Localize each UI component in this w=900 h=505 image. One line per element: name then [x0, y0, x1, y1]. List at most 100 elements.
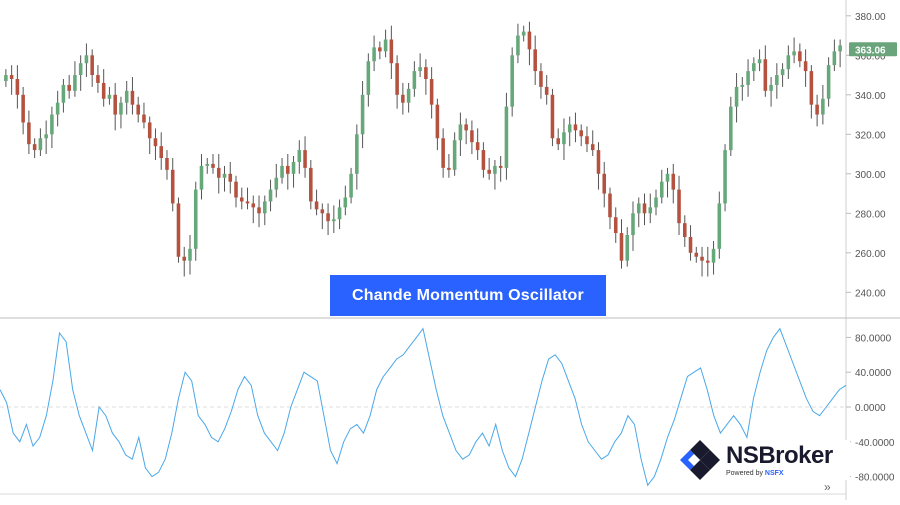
candle	[343, 185, 348, 216]
candle	[113, 82, 117, 131]
candle	[504, 92, 509, 180]
candle	[688, 225, 693, 261]
candle	[61, 79, 66, 113]
candle	[67, 75, 71, 99]
candle	[677, 175, 681, 236]
oscillator-tick-label: 0.0000	[855, 403, 886, 414]
candle	[838, 39, 842, 68]
candle	[309, 159, 313, 210]
candle	[527, 21, 532, 66]
candle	[723, 144, 727, 212]
candle	[107, 86, 112, 105]
brand-tagline-prefix: Powered by	[726, 469, 765, 477]
candle	[188, 235, 192, 275]
candle	[429, 67, 434, 119]
price-tick-label: 280.00	[855, 209, 886, 220]
candle	[332, 205, 336, 234]
candle	[613, 207, 618, 243]
candle	[539, 63, 543, 99]
diamond-logo-icon	[680, 440, 720, 480]
banner-title: Chande Momentum Oscillator	[352, 286, 584, 304]
candle	[320, 203, 325, 230]
price-tick-label: 240.00	[855, 288, 886, 299]
candle	[498, 156, 503, 182]
candle	[516, 23, 520, 64]
candle	[50, 106, 54, 149]
candle	[665, 167, 670, 198]
candle	[447, 154, 451, 178]
candle	[464, 118, 468, 145]
price-tick-label: 360.00	[855, 51, 886, 62]
candle	[274, 163, 279, 198]
candle	[366, 53, 371, 107]
candle	[573, 112, 578, 143]
candle	[101, 69, 106, 107]
candle	[642, 193, 647, 226]
candle	[590, 130, 595, 157]
candle	[418, 53, 422, 78]
oscillator-tick-label: 80.0000	[855, 333, 892, 344]
candle	[700, 246, 704, 277]
expand-icon[interactable]: »	[824, 480, 831, 494]
candle	[780, 63, 785, 87]
price-tick-label: 380.00	[855, 12, 886, 23]
candle	[550, 88, 555, 147]
candle	[176, 197, 181, 263]
candle	[136, 96, 140, 123]
candle	[239, 187, 244, 210]
candle	[729, 96, 733, 157]
price-tick-label: 340.00	[855, 91, 886, 102]
oscillator-tick-label: -80.0000	[855, 473, 895, 484]
candle	[619, 219, 624, 269]
candle	[251, 195, 256, 224]
candle	[96, 65, 100, 93]
candle	[395, 55, 399, 109]
candle	[142, 102, 146, 129]
candle	[832, 39, 837, 72]
candle	[401, 82, 405, 115]
candle	[124, 80, 129, 115]
candle	[803, 49, 808, 87]
candle	[763, 45, 768, 97]
price-tick-label: 300.00	[855, 170, 886, 181]
candle	[286, 154, 290, 190]
brand-name: NSBroker	[726, 441, 833, 469]
price-tick-label: 320.00	[855, 130, 886, 141]
candle	[147, 116, 152, 155]
candle	[234, 175, 238, 208]
price-tick-label: 260.00	[855, 249, 886, 260]
candle	[711, 240, 716, 275]
candle	[458, 112, 463, 157]
candle	[815, 94, 819, 127]
candle	[487, 158, 491, 180]
candle	[441, 128, 445, 178]
candle	[671, 163, 676, 204]
candle	[55, 90, 60, 127]
oscillator-series-line	[0, 327, 847, 487]
candle	[792, 37, 796, 64]
candle	[27, 110, 31, 155]
candle	[406, 82, 411, 113]
candle	[205, 158, 210, 174]
candle	[585, 126, 589, 153]
candle	[694, 246, 699, 263]
candle	[452, 132, 457, 176]
candle	[38, 128, 43, 157]
candle	[602, 161, 607, 208]
candle	[798, 43, 802, 68]
candle	[182, 246, 187, 277]
candle	[510, 47, 514, 117]
candle	[360, 80, 365, 149]
candle	[303, 136, 307, 178]
candle	[752, 57, 756, 81]
candle	[734, 73, 739, 123]
candle	[378, 41, 382, 60]
candle	[349, 167, 353, 204]
candle	[280, 158, 284, 184]
candle	[314, 189, 319, 216]
candle	[84, 43, 89, 78]
candle	[245, 187, 250, 210]
candle	[544, 75, 549, 105]
candle	[389, 25, 394, 79]
